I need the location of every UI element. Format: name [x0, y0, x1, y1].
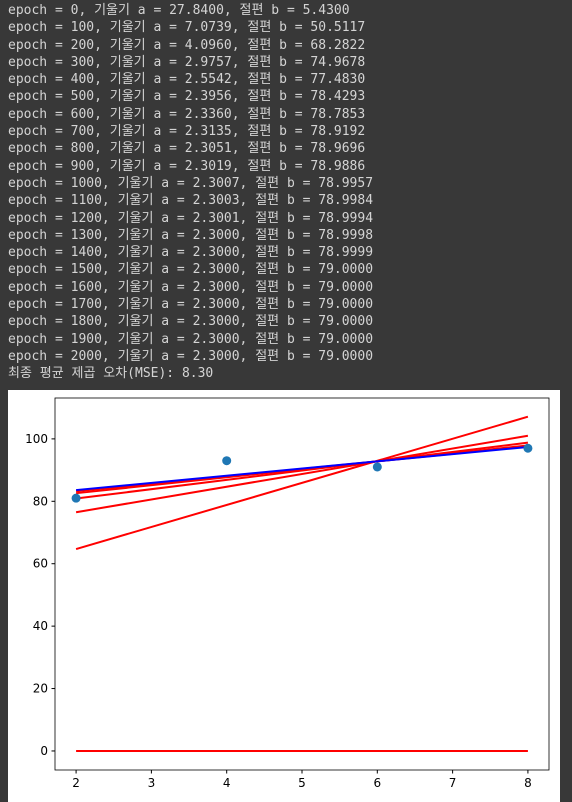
y-tick-label: 40: [33, 619, 48, 633]
axes-frame: [54, 397, 550, 771]
console-line: epoch = 2000, 기울기 a = 2.3000, 절편 b = 79.…: [8, 348, 374, 364]
console-line: epoch = 1600, 기울기 a = 2.3000, 절편 b = 79.…: [8, 279, 374, 295]
chart-background: [8, 390, 560, 802]
fit-line: [75, 434, 529, 514]
x-tick-label: 7: [449, 776, 457, 790]
console-line: epoch = 400, 기울기 a = 2.5542, 절편 b = 77.4…: [8, 72, 366, 88]
data-point: [71, 493, 81, 503]
x-tick-label: 2: [72, 776, 80, 790]
y-tick-label: 80: [33, 494, 48, 508]
x-tick-label: 4: [223, 776, 231, 790]
console-line: epoch = 900, 기울기 a = 2.3019, 절편 b = 78.9…: [8, 158, 366, 174]
console-line: epoch = 1000, 기울기 a = 2.3007, 절편 b = 78.…: [8, 175, 374, 191]
x-tick-label: 6: [373, 776, 381, 790]
console-line: epoch = 1400, 기울기 a = 2.3000, 절편 b = 78.…: [8, 245, 374, 261]
console-line: epoch = 500, 기울기 a = 2.3956, 절편 b = 78.4…: [8, 89, 366, 105]
fit-line: [75, 441, 529, 500]
y-tick-label: 20: [33, 682, 48, 696]
console-line: epoch = 1100, 기울기 a = 2.3003, 절편 b = 78.…: [8, 193, 374, 209]
console-line: epoch = 1800, 기울기 a = 2.3000, 절편 b = 79.…: [8, 314, 374, 330]
console-line: epoch = 300, 기울기 a = 2.9757, 절편 b = 74.9…: [8, 54, 366, 70]
fit-line: [75, 446, 529, 492]
console-line: 최종 평균 제곱 오차(MSE): 8.30: [8, 366, 214, 382]
chart: 0 20 40 60 80 100 2 3 4 5 6 7 8: [8, 390, 560, 802]
console-line: epoch = 1200, 기울기 a = 2.3001, 절편 b = 78.…: [8, 210, 374, 226]
y-tick-label: 0: [40, 744, 48, 758]
console-line: epoch = 1900, 기울기 a = 2.3000, 절편 b = 79.…: [8, 331, 374, 347]
x-tick-label: 8: [524, 776, 532, 790]
console-line: epoch = 200, 기울기 a = 4.0960, 절편 b = 68.2…: [8, 37, 366, 53]
console-line: epoch = 100, 기울기 a = 7.0739, 절편 b = 50.5…: [8, 20, 366, 36]
y-tick-label: 60: [33, 557, 48, 571]
fit-line: [75, 415, 529, 551]
x-tick-label: 3: [148, 776, 156, 790]
x-tick-label: 5: [298, 776, 306, 790]
console-line: epoch = 1300, 기울기 a = 2.3000, 절편 b = 78.…: [8, 227, 374, 243]
data-point: [523, 443, 533, 453]
data-point: [372, 462, 382, 472]
console-line: epoch = 800, 기울기 a = 2.3051, 절편 b = 78.9…: [8, 141, 366, 157]
console-line: epoch = 700, 기울기 a = 2.3135, 절편 b = 78.9…: [8, 124, 366, 140]
console-line: epoch = 600, 기울기 a = 2.3360, 절편 b = 78.7…: [8, 106, 366, 122]
data-point: [222, 456, 232, 466]
console-line: epoch = 1500, 기울기 a = 2.3000, 절편 b = 79.…: [8, 262, 374, 278]
console-line: epoch = 0, 기울기 a = 27.8400, 절편 b = 5.430…: [8, 3, 350, 18]
y-tick-label: 100: [25, 432, 48, 446]
console-line: epoch = 1700, 기울기 a = 2.3000, 절편 b = 79.…: [8, 297, 374, 313]
console-output: epoch = 0, 기울기 a = 27.8400, 절편 b = 5.430…: [8, 2, 373, 383]
